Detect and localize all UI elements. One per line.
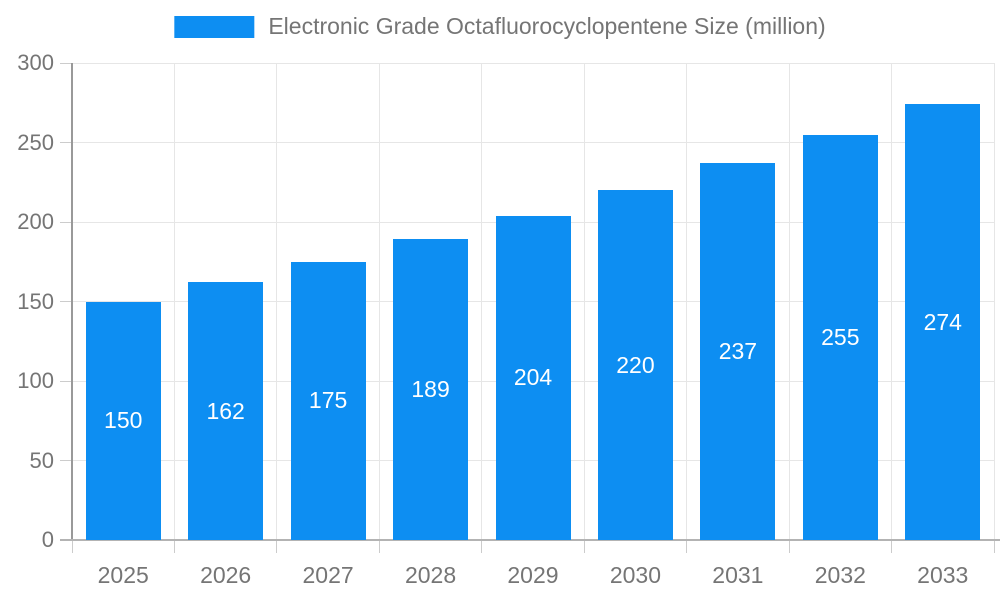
- x-axis-label: 2028: [404, 562, 457, 588]
- y-axis-label: 100: [17, 368, 54, 393]
- bar[interactable]: 189: [393, 239, 469, 540]
- bar-value-label: 162: [206, 397, 245, 424]
- x-axis-tick: [993, 541, 995, 553]
- y-axis-label: 150: [17, 288, 54, 314]
- x-gridline: [993, 63, 995, 540]
- y-axis-tick: [60, 62, 72, 64]
- legend-swatch[interactable]: [174, 15, 255, 38]
- bar[interactable]: 274: [905, 104, 981, 540]
- x-gridline: [788, 63, 790, 540]
- bar-value-label: 237: [718, 338, 758, 365]
- x-axis-tick: [891, 541, 893, 553]
- chart-legend[interactable]: Electronic Grade Octafluorocyclopentene …: [174, 13, 826, 40]
- y-axis-tick: [60, 142, 72, 143]
- y-axis-line: [71, 63, 73, 540]
- x-gridline: [583, 63, 585, 540]
- bar-value-label: 220: [616, 351, 655, 378]
- x-axis-line: [60, 539, 1000, 541]
- bar-value-label: 189: [411, 376, 450, 403]
- bar[interactable]: 237: [700, 163, 776, 540]
- x-axis-label: 2029: [507, 562, 559, 588]
- x-axis-label: 2033: [917, 562, 969, 588]
- legend-label: Electronic Grade Octafluorocyclopentene …: [268, 13, 826, 39]
- bar[interactable]: 150: [85, 301, 161, 540]
- x-axis-label: 2026: [200, 562, 252, 588]
- bar[interactable]: 220: [597, 190, 673, 540]
- y-axis-label: 250: [17, 129, 54, 155]
- x-gridline: [891, 63, 893, 540]
- x-axis-label: 2027: [302, 562, 354, 588]
- y-gridline: [72, 142, 994, 143]
- bar-value-label: 175: [308, 387, 348, 414]
- x-axis-tick: [71, 541, 73, 553]
- x-gridline: [378, 63, 380, 540]
- y-axis-tick: [60, 221, 72, 223]
- bar[interactable]: 255: [802, 134, 878, 540]
- x-axis-tick: [583, 541, 585, 553]
- y-axis-tick: [60, 380, 72, 382]
- x-axis-tick: [481, 541, 483, 553]
- y-axis-label: 50: [29, 447, 54, 473]
- y-gridline: [72, 62, 994, 64]
- x-axis-tick: [686, 541, 688, 553]
- x-gridline: [686, 63, 688, 540]
- x-axis-label: 2030: [609, 562, 662, 588]
- x-axis-tick: [276, 541, 278, 553]
- x-axis-tick: [788, 541, 790, 553]
- y-axis-label: 0: [41, 527, 54, 552]
- x-axis-label: 2032: [814, 562, 866, 588]
- bar[interactable]: 175: [290, 261, 366, 540]
- y-axis-label: 200: [17, 209, 54, 234]
- y-axis-label: 300: [17, 50, 54, 75]
- x-axis-tick: [173, 541, 175, 553]
- bar-value-label: 204: [513, 364, 553, 391]
- bar-value-label: 274: [923, 308, 962, 335]
- y-axis-tick: [60, 460, 72, 461]
- x-axis-label: 2031: [712, 562, 764, 588]
- x-gridline: [276, 63, 278, 540]
- bar[interactable]: 204: [495, 215, 571, 540]
- y-axis-tick: [60, 301, 72, 302]
- x-axis-tick: [378, 541, 380, 553]
- bar[interactable]: 162: [188, 282, 264, 540]
- x-axis-label: 2025: [97, 562, 149, 588]
- bar-value-label: 150: [104, 407, 143, 434]
- x-gridline: [173, 63, 175, 540]
- bar-value-label: 255: [821, 323, 860, 350]
- x-gridline: [481, 63, 483, 540]
